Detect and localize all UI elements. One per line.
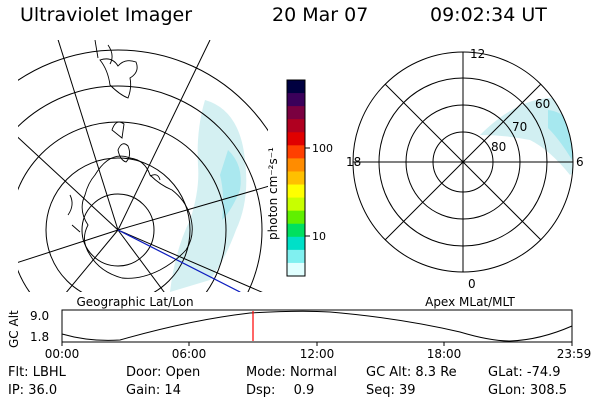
colorbar-segment [287,145,305,159]
info-value: 0.9 [293,383,315,398]
altitude-curve [61,310,573,342]
image-date: 20 Mar 07 [272,4,369,26]
info-seq: Seq: 39 [366,383,416,398]
magnetic-map [352,51,574,273]
altitude-ytick-1-8: 1.8 [30,330,49,344]
info-value: Normal [289,365,337,380]
info-label: Door: [126,365,162,380]
time-tick-2359: 23:59 [557,347,592,361]
geographic-panel-label: Geographic Lat/Lon [76,295,193,309]
colorbar-segment [287,171,305,186]
info-label: GC Alt: [366,365,412,380]
colorbar-segment [287,262,305,277]
info-glat: GLat: -74.9 [488,365,561,380]
info-gain: Gain: 14 [126,383,181,398]
mlat-label-60: 60 [535,97,550,111]
colorbar-segment [287,184,305,199]
info-label: GLon: [488,383,526,398]
time-tick-0000: 00:00 [45,347,80,361]
mlt-label-18: 18 [346,155,361,169]
mlt-label-12: 12 [470,47,485,61]
info-value: Open [165,365,201,380]
mlt-label-6: 6 [576,155,584,169]
info-mode: Mode: Normal [246,365,337,380]
altitude-axis-label: GC Alt [7,310,21,348]
info-label: IP: [8,383,25,398]
info-value: 36.0 [28,383,58,398]
colorbar-segment [287,197,305,212]
colorbar-segment [287,223,305,238]
info-value: 39 [399,383,416,398]
info-value: -74.9 [526,365,561,380]
mlat-label-80: 80 [491,140,506,154]
magnetic-panel-label: Apex MLat/MLT [425,295,515,309]
info-label: Flt: [8,365,29,380]
colorbar-segment [287,210,305,225]
colorbar-segment [287,158,305,173]
altitude-plot [61,309,573,346]
antarctica-coastline [81,155,193,279]
info-value: 8.3 Re [415,365,457,380]
info-value: 308.5 [529,383,568,398]
info-glon: GLon: 308.5 [488,383,567,398]
colorbar-segment [287,132,305,146]
mlat-label-70: 70 [512,120,527,134]
colorbar-tick-10: 10 [312,230,326,243]
info-gc-alt: GC Alt: 8.3 Re [366,365,457,380]
info-label: Seq: [366,383,395,398]
colorbar-segment [287,106,305,120]
time-tick-1800: 18:00 [427,347,462,361]
colorbar-segment [287,249,305,264]
info-ip: IP: 36.0 [8,383,57,398]
time-tick-0600: 06:00 [172,347,207,361]
info-filter: Flt: LBHL [8,365,66,380]
info-label: Mode: [246,365,286,380]
info-dsp: Dsp: 0.9 [246,383,314,398]
info-value: 14 [164,383,181,398]
mlt-label-0: 0 [468,277,476,291]
time-tick-1200: 12:00 [300,347,335,361]
info-label: GLat: [488,365,523,380]
colorbar-unit-label: photon cm⁻²s⁻¹ [266,147,280,240]
geographic-map [18,40,268,292]
info-door: Door: Open [126,365,200,380]
colorbar-segment [287,119,305,133]
altitude-ytick-9: 9.0 [30,309,49,323]
colorbar-segment [287,236,305,251]
info-label: Dsp: [246,383,276,398]
south-america-coastline [99,58,138,99]
page-title: Ultraviolet Imager [20,4,193,26]
info-label: Gain: [126,383,161,398]
colorbar [287,80,305,277]
colorbar-segment [287,93,305,107]
colorbar-tick-100: 100 [312,142,333,155]
image-time: 09:02:34 UT [430,4,547,26]
info-value: LBHL [32,365,66,380]
colorbar-segment [287,80,305,94]
